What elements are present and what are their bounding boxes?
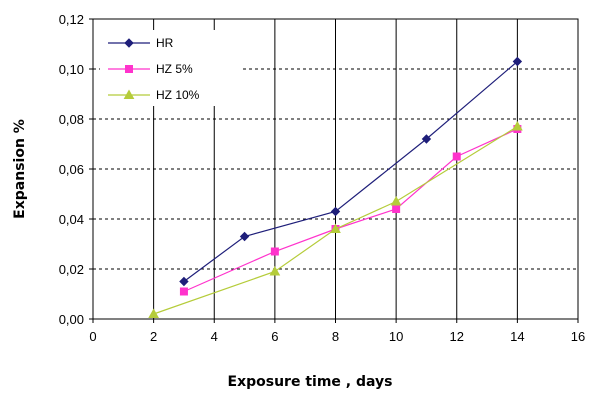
y-tick-label: 0,02 — [59, 262, 84, 277]
y-tick-label: 0,10 — [59, 62, 84, 77]
x-tick-label: 14 — [510, 329, 524, 344]
legend-label-hz-5: HZ 5% — [156, 62, 193, 76]
data-point-hz-5 — [270, 247, 279, 256]
y-tick-label: 0,00 — [59, 312, 84, 327]
series — [148, 56, 523, 318]
data-point-hr — [421, 134, 432, 144]
data-point-hz-5 — [392, 205, 401, 213]
data-point-hz-5 — [179, 287, 188, 296]
y-tick-label: 0,06 — [59, 162, 84, 177]
legend-marker-hz-10 — [123, 89, 135, 99]
x-tick-label: 2 — [150, 329, 157, 344]
data-point-hr — [239, 231, 250, 242]
data-point-hz-5 — [452, 152, 461, 161]
x-tick-label: 0 — [89, 329, 96, 344]
series-line-hz-5 — [183, 128, 518, 293]
x-tick-label: 10 — [389, 329, 403, 344]
data-point-hz-10 — [390, 195, 402, 206]
legend-label-hz-10: HZ 10% — [156, 88, 200, 102]
legend: HR HZ 5% HZ 10% — [100, 30, 240, 106]
x-tick-label: 8 — [332, 329, 339, 344]
data-point-hz-10 — [512, 120, 523, 131]
data-point-hr — [512, 56, 523, 67]
legend-label-hr: HR — [156, 36, 174, 50]
axes: 0 2 4 6 8 10 12 14 16 0,00 0,02 0,04 0,06 0,08 0,10 0,1… — [59, 12, 586, 344]
y-axis-label: Expansion % — [12, 119, 28, 219]
y-tick-label: 0,04 — [59, 212, 84, 227]
data-point-hz-10 — [269, 265, 281, 276]
legend-marker-hr — [124, 38, 134, 48]
y-tick-label: 0,08 — [59, 112, 84, 127]
legend-marker-hz-5 — [125, 65, 133, 73]
data-point-hr — [330, 206, 341, 217]
data-point-hz-10 — [330, 223, 341, 233]
y-tick-label: 0,12 — [59, 12, 84, 27]
x-tick-label: 16 — [571, 329, 585, 344]
x-tick-label: 4 — [211, 329, 218, 344]
x-tick-label: 6 — [271, 329, 278, 344]
data-point-hr — [179, 276, 189, 287]
x-tick-label: 12 — [450, 329, 464, 344]
data-point-hz-10 — [148, 308, 159, 318]
x-axis-label: Exposure time , days — [228, 374, 393, 390]
